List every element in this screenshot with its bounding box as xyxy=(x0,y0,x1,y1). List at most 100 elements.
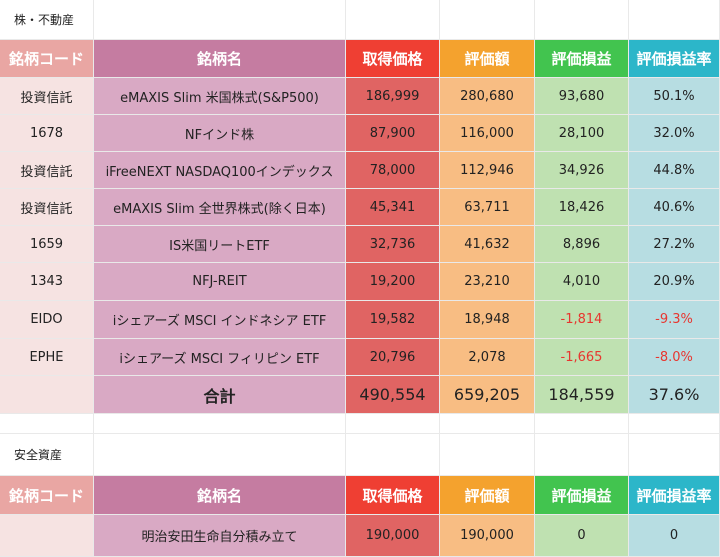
cell-value[interactable]: 23,210 xyxy=(440,263,535,301)
cell-cost[interactable]: 186,999 xyxy=(346,78,440,115)
cell-code[interactable]: EIDO xyxy=(0,301,94,339)
cell-code[interactable]: 投資信託 xyxy=(0,152,94,189)
cell-profit-loss[interactable]: 0 xyxy=(535,515,629,557)
empty-cell[interactable] xyxy=(0,414,94,434)
cell-code[interactable]: 1343 xyxy=(0,263,94,301)
cell-name[interactable]: IS米国リートETF xyxy=(94,226,346,263)
total-value[interactable]: 659,205 xyxy=(440,376,535,414)
table-row: 1678 NFインド株 87,900 116,000 28,100 32.0% xyxy=(0,115,720,152)
cell-profit-loss[interactable]: 28,100 xyxy=(535,115,629,152)
empty-cell[interactable] xyxy=(440,0,535,40)
empty-cell[interactable] xyxy=(629,414,720,434)
cell-profit-loss-rate[interactable]: -8.0% xyxy=(629,339,720,376)
empty-cell[interactable] xyxy=(94,0,346,40)
cell-profit-loss[interactable]: 8,896 xyxy=(535,226,629,263)
cell-cost[interactable]: 87,900 xyxy=(346,115,440,152)
header-profit-loss[interactable]: 評価損益 xyxy=(535,40,629,78)
cell-value[interactable]: 116,000 xyxy=(440,115,535,152)
cell-name[interactable]: eMAXIS Slim 全世界株式(除く日本) xyxy=(94,189,346,226)
cell-value[interactable]: 41,632 xyxy=(440,226,535,263)
header-code[interactable]: 銘柄コード xyxy=(0,40,94,78)
header-profit-loss-rate[interactable]: 評価損益率 xyxy=(629,40,720,78)
total-profit-loss-rate[interactable]: 37.6% xyxy=(629,376,720,414)
header-profit-loss[interactable]: 評価損益 xyxy=(535,476,629,515)
cell-profit-loss-rate[interactable]: 27.2% xyxy=(629,226,720,263)
cell-profit-loss-rate[interactable]: 20.9% xyxy=(629,263,720,301)
cell-value[interactable]: 2,078 xyxy=(440,339,535,376)
cell-cost[interactable]: 19,200 xyxy=(346,263,440,301)
cell-profit-loss[interactable]: 93,680 xyxy=(535,78,629,115)
empty-cell[interactable] xyxy=(440,414,535,434)
empty-cell[interactable] xyxy=(535,0,629,40)
total-cost[interactable]: 490,554 xyxy=(346,376,440,414)
cell-name[interactable]: iFreeNEXT NASDAQ100インデックス xyxy=(94,152,346,189)
header-name[interactable]: 銘柄名 xyxy=(94,476,346,515)
empty-cell[interactable] xyxy=(346,0,440,40)
section-title-stocks[interactable]: 株・不動産 xyxy=(0,0,94,40)
cell-code[interactable] xyxy=(0,515,94,557)
header-cost[interactable]: 取得価格 xyxy=(346,40,440,78)
cell-profit-loss[interactable]: 34,926 xyxy=(535,152,629,189)
cell-profit-loss[interactable]: 18,426 xyxy=(535,189,629,226)
cell-cost[interactable]: 20,796 xyxy=(346,339,440,376)
section-title-safe-assets[interactable]: 安全資産 xyxy=(0,434,94,476)
cell-cost[interactable]: 190,000 xyxy=(346,515,440,557)
cell-cost[interactable]: 32,736 xyxy=(346,226,440,263)
total-row: 合計 490,554 659,205 184,559 37.6% xyxy=(0,376,720,414)
cell-value[interactable]: 18,948 xyxy=(440,301,535,339)
cell-name[interactable]: eMAXIS Slim 米国株式(S&P500) xyxy=(94,78,346,115)
cell-profit-loss-rate[interactable]: 40.6% xyxy=(629,189,720,226)
table-row: 明治安田生命自分積み立て 190,000 190,000 0 0 xyxy=(0,515,720,557)
empty-cell[interactable] xyxy=(535,434,629,476)
cell-value[interactable]: 190,000 xyxy=(440,515,535,557)
cell-code[interactable]: 投資信託 xyxy=(0,78,94,115)
empty-cell[interactable] xyxy=(629,434,720,476)
cell-name[interactable]: 明治安田生命自分積み立て xyxy=(94,515,346,557)
table-row: 投資信託 eMAXIS Slim 米国株式(S&P500) 186,999 28… xyxy=(0,78,720,115)
cell-name[interactable]: iシェアーズ MSCI フィリピン ETF xyxy=(94,339,346,376)
cell-value[interactable]: 112,946 xyxy=(440,152,535,189)
total-profit-loss[interactable]: 184,559 xyxy=(535,376,629,414)
cell-name[interactable]: iシェアーズ MSCI インドネシア ETF xyxy=(94,301,346,339)
empty-cell[interactable] xyxy=(94,434,346,476)
cell-name[interactable]: NFインド株 xyxy=(94,115,346,152)
cell-profit-loss[interactable]: -1,665 xyxy=(535,339,629,376)
table-row: EPHE iシェアーズ MSCI フィリピン ETF 20,796 2,078 … xyxy=(0,339,720,376)
cell-profit-loss[interactable]: 4,010 xyxy=(535,263,629,301)
header-cost[interactable]: 取得価格 xyxy=(346,476,440,515)
header-value[interactable]: 評価額 xyxy=(440,40,535,78)
empty-cell[interactable] xyxy=(440,434,535,476)
header-profit-loss-rate[interactable]: 評価損益率 xyxy=(629,476,720,515)
empty-cell[interactable] xyxy=(346,414,440,434)
cell-profit-loss-rate[interactable]: 32.0% xyxy=(629,115,720,152)
cell-code[interactable]: EPHE xyxy=(0,339,94,376)
empty-cell[interactable] xyxy=(629,0,720,40)
stocks-header-row: 銘柄コード 銘柄名 取得価格 評価額 評価損益 評価損益率 xyxy=(0,40,720,78)
cell-name[interactable]: NFJ-REIT xyxy=(94,263,346,301)
cell-code[interactable] xyxy=(0,376,94,414)
cell-profit-loss[interactable]: -1,814 xyxy=(535,301,629,339)
stocks-title-row: 株・不動産 xyxy=(0,0,720,40)
total-label[interactable]: 合計 xyxy=(94,376,346,414)
header-value[interactable]: 評価額 xyxy=(440,476,535,515)
cell-code[interactable]: 1659 xyxy=(0,226,94,263)
cell-profit-loss-rate[interactable]: 44.8% xyxy=(629,152,720,189)
header-code[interactable]: 銘柄コード xyxy=(0,476,94,515)
cell-code[interactable]: 1678 xyxy=(0,115,94,152)
table-row: 投資信託 eMAXIS Slim 全世界株式(除く日本) 45,341 63,7… xyxy=(0,189,720,226)
safe-header-row: 銘柄コード 銘柄名 取得価格 評価額 評価損益 評価損益率 xyxy=(0,476,720,515)
cell-cost[interactable]: 78,000 xyxy=(346,152,440,189)
empty-cell[interactable] xyxy=(535,414,629,434)
cell-cost[interactable]: 19,582 xyxy=(346,301,440,339)
cell-profit-loss-rate[interactable]: 0 xyxy=(629,515,720,557)
cell-code[interactable]: 投資信託 xyxy=(0,189,94,226)
cell-value[interactable]: 63,711 xyxy=(440,189,535,226)
cell-value[interactable]: 280,680 xyxy=(440,78,535,115)
header-name[interactable]: 銘柄名 xyxy=(94,40,346,78)
cell-profit-loss-rate[interactable]: -9.3% xyxy=(629,301,720,339)
cell-profit-loss-rate[interactable]: 50.1% xyxy=(629,78,720,115)
empty-cell[interactable] xyxy=(346,434,440,476)
cell-cost[interactable]: 45,341 xyxy=(346,189,440,226)
empty-cell[interactable] xyxy=(94,414,346,434)
